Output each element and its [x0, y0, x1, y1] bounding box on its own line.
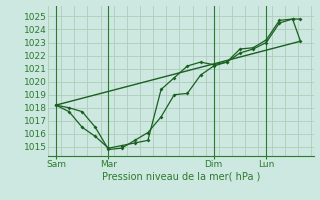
X-axis label: Pression niveau de la mer( hPa ): Pression niveau de la mer( hPa ) [102, 172, 260, 182]
